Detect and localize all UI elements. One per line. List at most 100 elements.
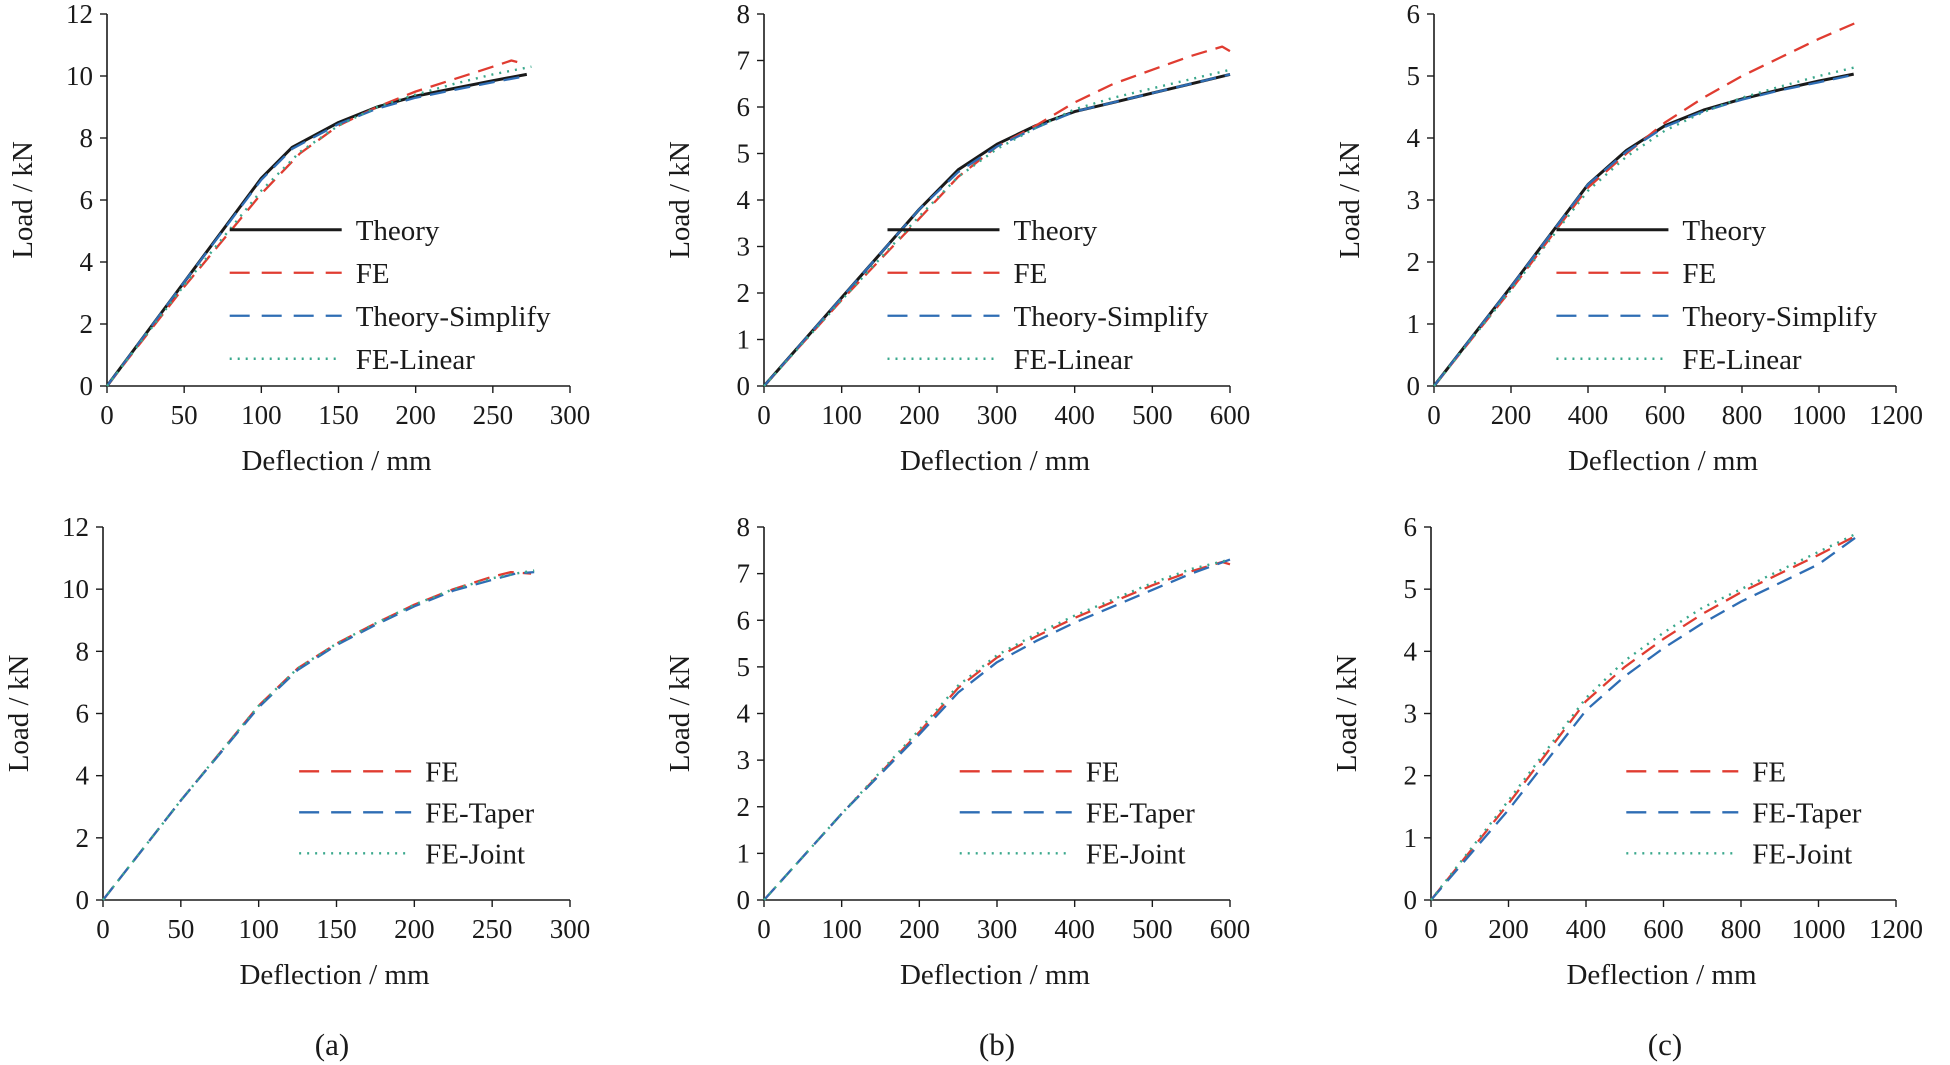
x-tick-label: 800 bbox=[1721, 914, 1762, 944]
legend-label: FE-Joint bbox=[1752, 838, 1852, 870]
x-tick-label: 1000 bbox=[1792, 400, 1846, 430]
x-tick-label: 100 bbox=[821, 914, 862, 944]
y-tick-label: 10 bbox=[66, 61, 93, 91]
y-tick-label: 12 bbox=[66, 0, 93, 29]
series-line-theory-simplify bbox=[1433, 73, 1854, 387]
series-line-fe bbox=[106, 59, 524, 387]
x-tick-label: 600 bbox=[1210, 914, 1251, 944]
series-line-fe-taper bbox=[102, 570, 535, 901]
x-tick-label: 1200 bbox=[1869, 400, 1923, 430]
x-tick-label: 0 bbox=[1427, 400, 1441, 430]
y-tick-label: 5 bbox=[1407, 61, 1421, 91]
y-tick-label: 7 bbox=[737, 46, 751, 76]
y-tick-label: 0 bbox=[737, 371, 751, 401]
legend-label: FE-Taper bbox=[425, 797, 534, 829]
panel-caption: (c) bbox=[1648, 1027, 1682, 1062]
y-tick-label: 0 bbox=[737, 885, 751, 915]
y-axis-title: Load / kN bbox=[7, 141, 39, 259]
x-tick-label: 100 bbox=[821, 400, 862, 430]
panel-a-top: 0 50 100 150 200 250 300 0 2 4 6 8 10 12 Deflection / … bbox=[7, 0, 590, 477]
x-tick-label: 600 bbox=[1645, 400, 1686, 430]
panel-c-bottom: 0 200 400 600 800 1000 1200 0 1 2 3 4 5 6 Deflection /… bbox=[1331, 512, 1923, 991]
y-tick-label: 8 bbox=[76, 636, 90, 666]
legend-label: FE bbox=[1682, 258, 1716, 290]
x-tick-label: 0 bbox=[757, 400, 771, 430]
x-axis-title: Deflection / mm bbox=[1566, 959, 1757, 991]
legend-label: FE bbox=[425, 756, 459, 788]
legend-label: Theory bbox=[1682, 215, 1766, 247]
y-tick-label: 2 bbox=[1407, 247, 1421, 277]
x-tick-label: 1000 bbox=[1792, 914, 1846, 944]
x-tick-label: 200 bbox=[395, 400, 436, 430]
legend: FE FE-Taper FE-Joint bbox=[959, 756, 1195, 870]
y-tick-label: 1 bbox=[1407, 309, 1421, 339]
y-tick-label: 4 bbox=[76, 761, 90, 791]
x-tick-label: 200 bbox=[394, 914, 435, 944]
y-tick-label: 4 bbox=[80, 247, 94, 277]
y-tick-label: 6 bbox=[737, 605, 751, 635]
x-tick-label: 600 bbox=[1210, 400, 1251, 430]
y-tick-label: 5 bbox=[1404, 574, 1418, 604]
legend: Theory FE Theory-Simplify FE-Linear bbox=[887, 215, 1209, 376]
y-tick-label: 12 bbox=[62, 512, 89, 542]
x-tick-label: 800 bbox=[1722, 400, 1763, 430]
x-tick-label: 100 bbox=[241, 400, 282, 430]
x-tick-label: 150 bbox=[316, 914, 357, 944]
legend: Theory FE Theory-Simplify FE-Linear bbox=[229, 215, 551, 376]
x-axis-title: Deflection / mm bbox=[239, 959, 430, 991]
panel-b-bottom: 0 100 200 300 400 500 600 0 1 2 3 4 5 6 7 8 Deflection /… bbox=[664, 512, 1250, 991]
y-tick-label: 0 bbox=[1404, 885, 1418, 915]
legend-label: FE-Joint bbox=[1086, 838, 1186, 870]
series-line-fe bbox=[1430, 534, 1858, 901]
x-axis-title: Deflection / mm bbox=[241, 445, 432, 477]
y-tick-label: 6 bbox=[76, 699, 90, 729]
y-tick-label: 6 bbox=[1404, 512, 1418, 542]
x-tick-label: 150 bbox=[318, 400, 359, 430]
x-axis-title: Deflection / mm bbox=[900, 445, 1091, 477]
x-tick-label: 0 bbox=[96, 914, 110, 944]
legend-label: FE-Linear bbox=[356, 344, 476, 376]
y-tick-label: 0 bbox=[80, 371, 94, 401]
y-tick-label: 10 bbox=[62, 574, 89, 604]
x-tick-label: 500 bbox=[1132, 914, 1173, 944]
legend-label: Theory bbox=[356, 215, 440, 247]
y-tick-label: 3 bbox=[1407, 185, 1421, 215]
y-axis-title: Load / kN bbox=[3, 655, 35, 773]
legend-label: Theory-Simplify bbox=[356, 301, 551, 333]
y-tick-label: 0 bbox=[76, 885, 90, 915]
y-tick-label: 1 bbox=[1404, 823, 1418, 853]
legend-label: FE-Linear bbox=[1013, 344, 1133, 376]
x-tick-label: 200 bbox=[1491, 400, 1532, 430]
y-tick-label: 6 bbox=[737, 92, 751, 122]
x-tick-label: 50 bbox=[167, 914, 194, 944]
panel-caption: (b) bbox=[979, 1027, 1015, 1062]
y-tick-label: 3 bbox=[737, 745, 751, 775]
legend-label: Theory-Simplify bbox=[1682, 301, 1877, 333]
series-line-fe-joint bbox=[102, 569, 535, 901]
legend-label: FE-Taper bbox=[1086, 797, 1195, 829]
x-tick-label: 0 bbox=[1424, 914, 1438, 944]
y-tick-label: 0 bbox=[1407, 371, 1421, 401]
x-tick-label: 500 bbox=[1132, 400, 1173, 430]
series-line-theory bbox=[105, 72, 528, 387]
y-tick-label: 7 bbox=[737, 559, 751, 589]
y-tick-label: 5 bbox=[737, 652, 751, 682]
panel-b-top: 0 100 200 300 400 500 600 0 1 2 3 4 5 6 7 8 Deflection /… bbox=[664, 0, 1250, 477]
y-tick-label: 2 bbox=[1404, 761, 1418, 791]
series-line-fe-taper bbox=[763, 558, 1231, 901]
x-tick-label: 400 bbox=[1566, 914, 1607, 944]
y-tick-label: 1 bbox=[737, 838, 751, 868]
y-axis-title: Load / kN bbox=[664, 655, 696, 773]
x-tick-label: 600 bbox=[1643, 914, 1684, 944]
legend: FE FE-Taper FE-Joint bbox=[299, 756, 535, 870]
y-tick-label: 3 bbox=[737, 232, 751, 262]
y-tick-label: 2 bbox=[737, 792, 751, 822]
legend-label: FE bbox=[1086, 756, 1120, 788]
x-tick-label: 50 bbox=[171, 400, 198, 430]
legend: Theory FE Theory-Simplify FE-Linear bbox=[1556, 215, 1878, 376]
legend-label: FE-Taper bbox=[1752, 797, 1861, 829]
legend-label: FE-Joint bbox=[425, 838, 525, 870]
y-tick-label: 4 bbox=[737, 185, 751, 215]
legend-label: FE bbox=[356, 258, 390, 290]
